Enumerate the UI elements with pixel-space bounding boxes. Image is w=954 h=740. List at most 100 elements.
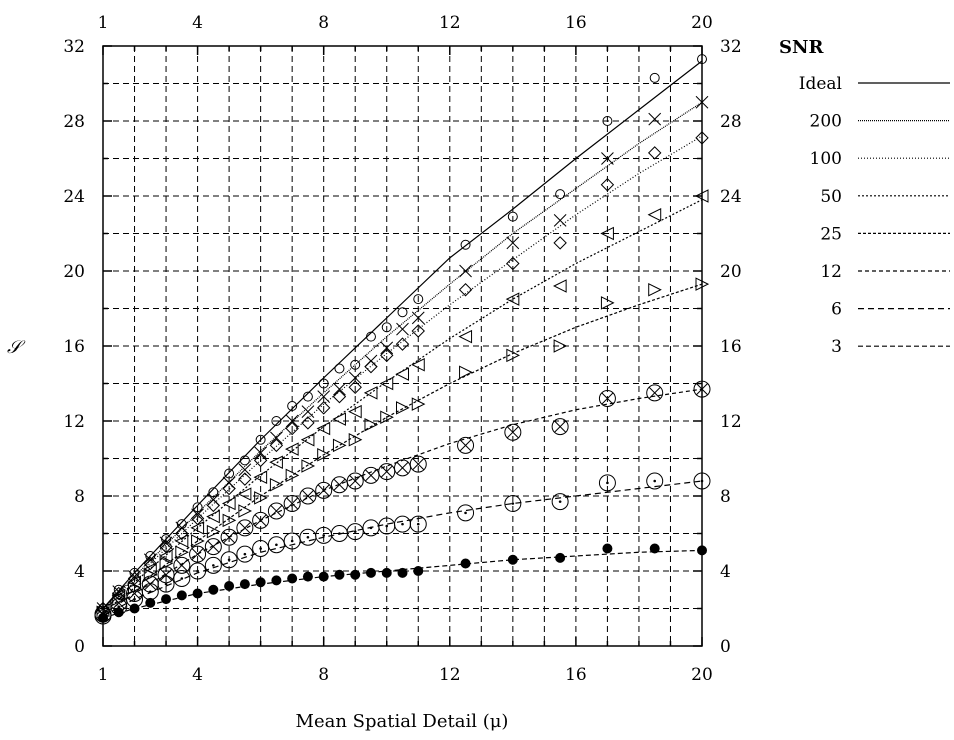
data-markers [94, 54, 711, 625]
marker-triangle-right [348, 432, 363, 447]
marker-circle-x-ring [283, 495, 301, 512]
marker-circle [334, 363, 345, 374]
data-point-25 [506, 348, 520, 363]
data-point-3 [507, 554, 518, 565]
marker-diamond [316, 401, 331, 415]
data-point-100 [316, 401, 331, 415]
marker-diamond [143, 556, 157, 571]
data-point-50 [269, 455, 283, 470]
data-point-100 [285, 421, 299, 436]
data-point-100 [600, 178, 615, 192]
data-point-50 [190, 521, 205, 535]
marker-circle-x-ring [330, 476, 348, 494]
marker-circle-dot-center [353, 530, 357, 533]
marker-diamond [411, 324, 425, 338]
marker-diamond [285, 421, 299, 436]
marker-circle-x-b [301, 490, 314, 502]
marker-cross-b [191, 508, 204, 522]
marker-diamond [253, 453, 268, 468]
x-tick-label-top: 8 [318, 13, 329, 33]
legend: SNR Ideal 200 100 50 25 12 6 3 [779, 37, 950, 357]
marker-circle-dot-center [464, 511, 467, 515]
marker-cross-b [301, 405, 315, 418]
marker-circle-dot-ring [504, 495, 522, 512]
y-tick-label-right: 32 [720, 37, 742, 57]
data-point-12 [598, 390, 616, 407]
marker-circle-x-b [191, 548, 204, 561]
data-point-50 [395, 367, 409, 381]
data-point-200 [317, 390, 331, 403]
data-point-25 [191, 534, 205, 548]
marker-filled-circle [255, 577, 266, 588]
y-tick-label: 8 [74, 487, 85, 507]
y-tick-label: 0 [74, 637, 85, 657]
data-point-3 [397, 567, 408, 578]
data-point-100 [253, 453, 268, 468]
data-point-200 [411, 311, 425, 325]
marker-filled-circle [113, 607, 124, 618]
data-point-12 [220, 528, 238, 546]
legend-label-25: 25 [820, 224, 842, 244]
marker-triangle-right [301, 459, 316, 473]
marker-triangle-right [648, 282, 662, 297]
marker-triangle-right [206, 524, 221, 539]
marker-circle-x-b [270, 505, 283, 517]
marker-circle-dot-ring [646, 472, 664, 490]
data-point-100 [458, 283, 473, 297]
y-tick-label: 20 [63, 262, 85, 282]
data-point-200 [648, 112, 662, 126]
marker-circle-x-ring [362, 466, 380, 484]
marker-diamond [175, 526, 189, 541]
marker-circle [397, 307, 408, 318]
data-point-25 [317, 447, 331, 462]
data-point-25 [364, 417, 379, 432]
marker-diamond [364, 359, 378, 374]
data-point-3 [460, 558, 471, 569]
marker-circle-x-b [365, 469, 377, 482]
data-point-12 [551, 418, 569, 436]
data-point-50 [379, 376, 394, 391]
marker-circle-x-b [380, 465, 393, 478]
marker-triangle-right [396, 401, 410, 415]
data-point-100 [112, 586, 126, 601]
marker-circle-x-ring [315, 481, 333, 499]
x-tick-label: 16 [565, 665, 587, 685]
marker-diamond [380, 348, 394, 363]
data-point-6 [157, 575, 175, 593]
data-point-3 [602, 543, 613, 554]
data-point-50 [505, 292, 520, 306]
x-tick-label: 4 [192, 665, 203, 685]
data-point-200 [348, 371, 362, 385]
marker-cross-b [317, 390, 331, 403]
marker-circle [413, 294, 424, 305]
marker-triangle-left [505, 292, 520, 306]
marker-filled-circle [602, 543, 613, 554]
data-point-12 [378, 463, 396, 481]
data-point-50 [332, 412, 346, 426]
y-tick-label-right: 8 [720, 487, 731, 507]
data-point-12 [362, 466, 380, 484]
marker-filled-circle [350, 569, 361, 580]
y-tick-label: 32 [63, 37, 85, 57]
data-point-6 [283, 532, 301, 550]
data-point-25 [254, 491, 268, 505]
marker-triangle-left [316, 421, 331, 436]
marker-circle-x-b [459, 439, 472, 452]
marker-triangle-right [332, 438, 347, 453]
marker-circle [224, 468, 235, 479]
marker-diamond [206, 498, 221, 513]
marker-filled-circle [145, 597, 156, 608]
marker-diamond [332, 389, 347, 404]
marker-circle-x-ring [378, 463, 396, 481]
marker-circle [460, 239, 471, 250]
data-point-200 [238, 463, 252, 477]
data-point-6 [252, 540, 270, 557]
marker-circle [287, 401, 298, 411]
marker-circle-dot-ring [283, 532, 301, 550]
y-axis-title: 𝒮 [7, 337, 26, 358]
marker-filled-circle [271, 575, 282, 586]
data-point-12 [236, 519, 254, 537]
marker-circle [161, 534, 172, 545]
data-point-3 [413, 566, 424, 576]
data-point-25 [175, 545, 189, 560]
